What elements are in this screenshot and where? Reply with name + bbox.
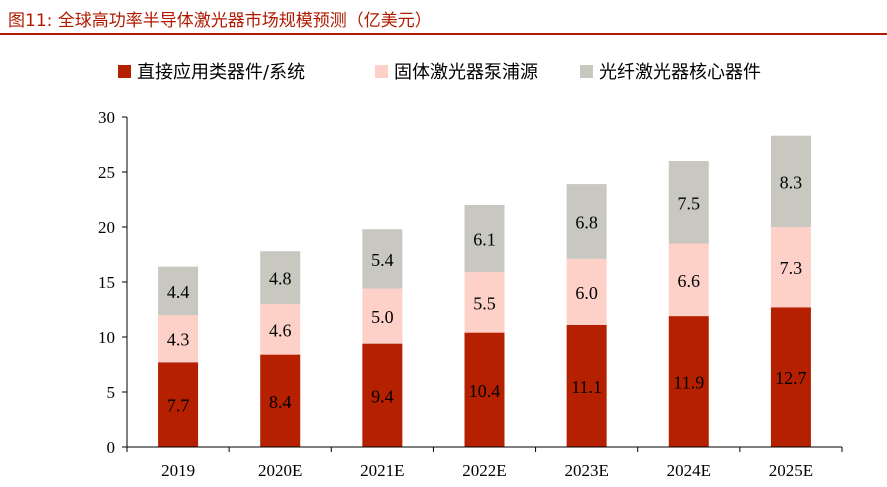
bar-segment-0 bbox=[362, 343, 403, 447]
legend-swatch-1 bbox=[375, 65, 388, 78]
legend-swatch-2 bbox=[580, 65, 593, 78]
header: 图11: 全球高功率半导体激光器市场规模预测（亿美元） bbox=[0, 0, 887, 35]
legend: 直接应用类器件/系统 固体激光器泵浦源 光纤激光器核心器件 bbox=[118, 62, 761, 83]
y-tick-label: 20 bbox=[98, 218, 115, 237]
data-label: 4.6 bbox=[269, 320, 292, 340]
bar-segment-0 bbox=[668, 316, 709, 447]
bar-segment-2 bbox=[260, 251, 301, 304]
y-tick-label: 10 bbox=[98, 328, 115, 347]
bar-segment-2 bbox=[668, 161, 709, 244]
bars: 7.7 4.3 4.4 8.4 4.6 4.8 9.4 5.0 5.4 10.4 5.5 6.1 11.… bbox=[158, 135, 811, 447]
data-label: 6.8 bbox=[575, 213, 598, 233]
x-tick-label: 2020E bbox=[258, 461, 302, 480]
bar-segment-1 bbox=[362, 288, 403, 344]
bar-segment-0 bbox=[566, 324, 607, 447]
bar-segment-1 bbox=[260, 304, 301, 355]
bar-segment-1 bbox=[158, 315, 199, 363]
title-underline bbox=[0, 33, 887, 35]
data-label: 10.4 bbox=[469, 381, 501, 401]
data-label: 6.0 bbox=[575, 283, 598, 303]
data-label: 5.4 bbox=[371, 250, 394, 270]
data-label: 6.1 bbox=[473, 230, 496, 250]
data-label: 6.6 bbox=[678, 271, 701, 291]
data-label: 4.4 bbox=[167, 282, 190, 302]
y-tick-label: 0 bbox=[107, 438, 116, 457]
x-axis: 2019 2020E 2021E 2022E 2023E 2024E 2025E bbox=[126, 446, 843, 480]
legend-swatch-0 bbox=[118, 65, 131, 78]
legend-label-1: 固体激光器泵浦源 bbox=[394, 62, 538, 83]
bar-segment-2 bbox=[770, 135, 811, 227]
y-tick-label: 25 bbox=[98, 163, 115, 182]
bar-segment-2 bbox=[566, 184, 607, 259]
bar-segment-0 bbox=[464, 332, 505, 447]
data-label: 7.3 bbox=[780, 258, 803, 278]
bar-segment-0 bbox=[260, 354, 301, 447]
bar-segment-2 bbox=[464, 205, 505, 273]
x-tick-label: 2021E bbox=[360, 461, 404, 480]
bar-segment-1 bbox=[770, 227, 811, 308]
data-label: 11.1 bbox=[571, 377, 602, 397]
x-tick-label: 2024E bbox=[667, 461, 711, 480]
data-label: 8.3 bbox=[780, 172, 803, 192]
data-label: 11.9 bbox=[673, 373, 704, 393]
y-tick-label: 15 bbox=[98, 273, 115, 292]
y-tick-label: 5 bbox=[107, 383, 116, 402]
page-title: 图11: 全球高功率半导体激光器市场规模预测（亿美元） bbox=[8, 11, 432, 31]
bar-segment-1 bbox=[668, 243, 709, 317]
x-tick-label: 2022E bbox=[462, 461, 506, 480]
data-label: 4.3 bbox=[167, 330, 190, 350]
bar-segment-2 bbox=[362, 229, 403, 289]
bar-segment-2 bbox=[158, 266, 199, 315]
data-label: 5.5 bbox=[473, 293, 496, 313]
y-tick-label: 30 bbox=[98, 108, 115, 127]
legend-label-0: 直接应用类器件/系统 bbox=[137, 62, 305, 83]
bar-segment-0 bbox=[158, 362, 199, 447]
data-label: 12.7 bbox=[775, 368, 807, 388]
x-tick-label: 2019 bbox=[161, 461, 195, 480]
data-label: 5.0 bbox=[371, 307, 394, 327]
data-label: 8.4 bbox=[269, 392, 292, 412]
bar-segment-1 bbox=[566, 258, 607, 325]
x-tick-label: 2025E bbox=[769, 461, 813, 480]
bar-segment-1 bbox=[464, 272, 505, 333]
bar-segment-0 bbox=[770, 307, 811, 447]
x-tick-label: 2023E bbox=[564, 461, 608, 480]
data-label: 9.4 bbox=[371, 386, 394, 406]
data-label: 4.8 bbox=[269, 269, 292, 289]
y-axis: 0 5 10 15 20 25 30 bbox=[98, 108, 128, 457]
legend-label-2: 光纤激光器核心器件 bbox=[599, 62, 761, 83]
data-label: 7.7 bbox=[167, 396, 190, 416]
data-label: 7.5 bbox=[678, 193, 701, 213]
